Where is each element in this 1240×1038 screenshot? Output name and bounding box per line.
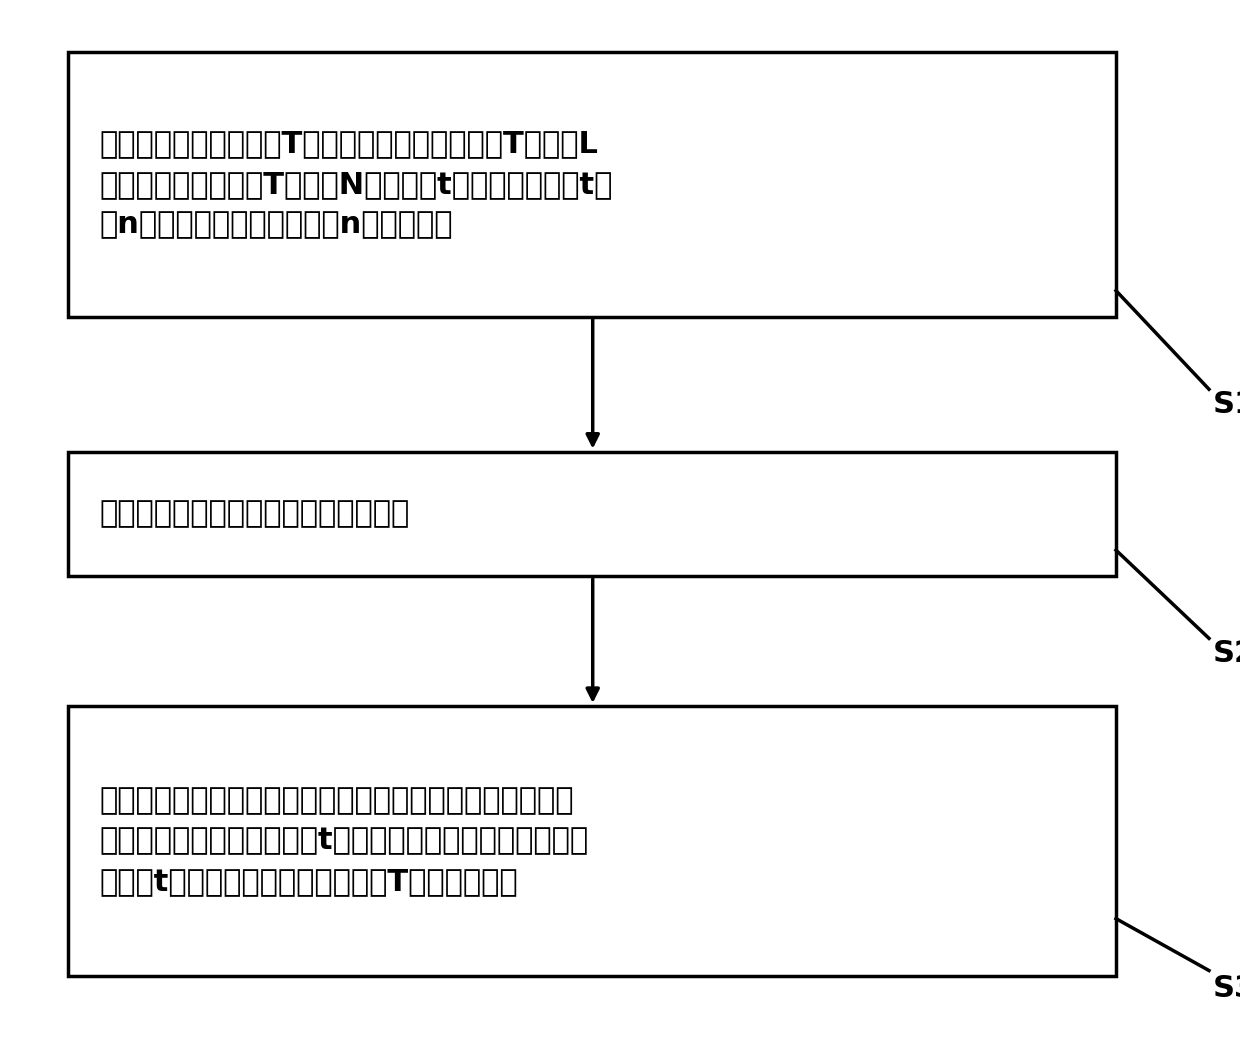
Text: 根据单个负载在每个时间间隙内的功率，通过复化梯度算法
计算单个负载在每个分时段t的用电量，根据单个负载在每个
分时段t的用电量计算该负载在时段T内的总用电量: 根据单个负载在每个时间间隙内的功率，通过复化梯度算法 计算单个负载在每个分时段t… <box>99 786 588 896</box>
Bar <box>68 52 1116 317</box>
Bar <box>68 452 1116 576</box>
Text: 计算单个负载在每个时间间隙内的功率: 计算单个负载在每个时间间隙内的功率 <box>99 499 409 528</box>
Text: 获取某用户在某一时段T内的用电功率数据，时段T内共有L
个负载用电，将时段T分割为N个分时段t，将每个分时段t分
为n个相等的时间间隙，获得n个采样数据: 获取某用户在某一时段T内的用电功率数据，时段T内共有L 个负载用电，将时段T分割… <box>99 130 613 239</box>
Text: S2: S2 <box>1213 639 1240 668</box>
Text: S3: S3 <box>1213 974 1240 1003</box>
Text: S1: S1 <box>1213 390 1240 419</box>
Bar <box>68 706 1116 976</box>
